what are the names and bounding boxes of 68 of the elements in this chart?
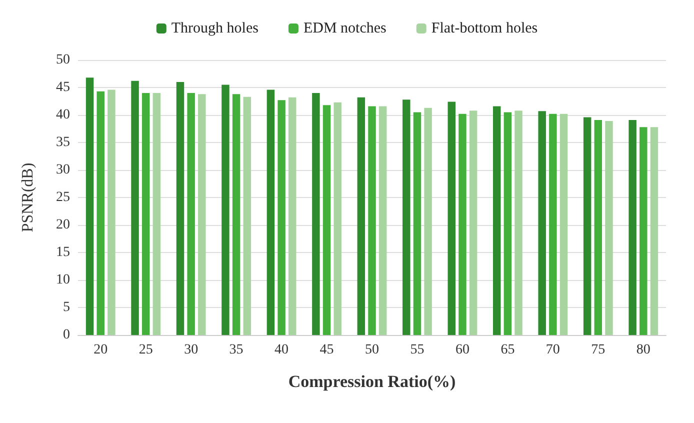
bar bbox=[504, 112, 512, 335]
x-tick-label: 25 bbox=[138, 342, 153, 358]
bar bbox=[278, 100, 286, 335]
bar bbox=[469, 110, 478, 335]
bar bbox=[176, 82, 184, 335]
bar bbox=[492, 106, 501, 335]
x-tick-label: 60 bbox=[455, 342, 470, 358]
x-tick-label: 35 bbox=[229, 342, 244, 358]
bar bbox=[605, 121, 613, 335]
bar bbox=[322, 105, 331, 335]
bar bbox=[594, 120, 602, 335]
bar bbox=[334, 102, 342, 335]
bar bbox=[222, 84, 230, 335]
y-tick-label: 30 bbox=[56, 162, 70, 178]
x-tick-label: 75 bbox=[591, 342, 606, 358]
legend-label: EDM notches bbox=[303, 20, 387, 36]
bar bbox=[142, 93, 150, 335]
bar bbox=[640, 127, 648, 335]
x-tick-label: 80 bbox=[636, 342, 650, 358]
y-tick-label: 10 bbox=[56, 272, 70, 288]
y-tick-label: 20 bbox=[56, 218, 70, 232]
bar bbox=[198, 94, 206, 335]
y-tick-label: 40 bbox=[56, 108, 70, 122]
bar bbox=[583, 117, 592, 335]
bar bbox=[560, 114, 568, 335]
bar bbox=[232, 94, 240, 335]
x-tick-label: 50 bbox=[365, 342, 379, 358]
bar bbox=[152, 93, 161, 335]
y-tick-label: 45 bbox=[56, 80, 70, 95]
y-tick-label: 0 bbox=[63, 328, 70, 342]
y-tick-label: 50 bbox=[56, 52, 70, 68]
bar bbox=[108, 90, 116, 335]
bar bbox=[243, 96, 252, 335]
x-tick-label: 40 bbox=[274, 342, 289, 358]
bar bbox=[650, 127, 658, 335]
x-tick-label: 55 bbox=[410, 342, 424, 358]
bar bbox=[549, 114, 557, 335]
legend-label: Through holes bbox=[171, 20, 259, 36]
y-tick-label: 25 bbox=[56, 190, 70, 205]
bar bbox=[458, 114, 466, 335]
x-tick-label: 65 bbox=[500, 342, 515, 358]
bar bbox=[448, 102, 456, 335]
y-tick-label: 15 bbox=[56, 245, 70, 260]
x-tick-label: 70 bbox=[546, 342, 560, 358]
bar bbox=[628, 120, 636, 335]
bar bbox=[538, 111, 546, 335]
bar bbox=[514, 110, 522, 335]
bar bbox=[266, 90, 275, 335]
bar bbox=[131, 80, 139, 335]
x-axis-title: Compression Ratio(%) bbox=[288, 372, 456, 391]
y-tick-label: 5 bbox=[63, 300, 70, 315]
x-tick-label: 30 bbox=[184, 342, 198, 358]
x-tick-label: 20 bbox=[94, 342, 108, 358]
bar bbox=[357, 97, 366, 335]
bar bbox=[368, 106, 376, 335]
legend-label: Flat-bottom holes bbox=[431, 20, 538, 36]
x-tick-label: 45 bbox=[320, 342, 334, 358]
bar bbox=[187, 93, 195, 335]
bar bbox=[378, 106, 387, 335]
y-axis-title: PSNR(dB) bbox=[20, 162, 36, 232]
bar bbox=[424, 108, 432, 335]
bar bbox=[312, 93, 320, 335]
bar bbox=[402, 100, 410, 335]
bar bbox=[288, 97, 296, 335]
bar bbox=[86, 78, 94, 335]
bar bbox=[96, 91, 104, 335]
bar bbox=[413, 112, 422, 335]
y-tick-label: 35 bbox=[56, 135, 70, 150]
